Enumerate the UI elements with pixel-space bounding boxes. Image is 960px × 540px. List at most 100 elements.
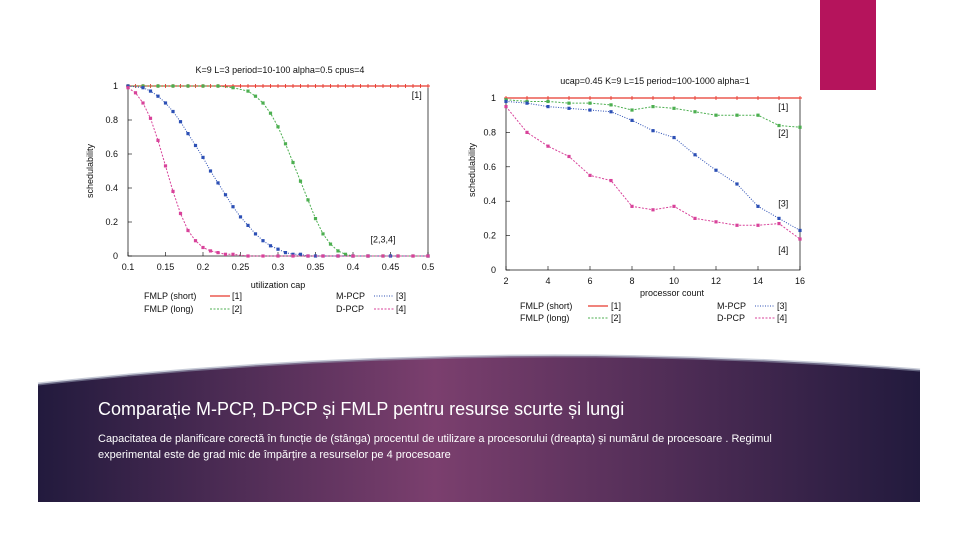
y-tick-label: 0.6	[105, 149, 118, 159]
data-point	[186, 228, 190, 233]
data-point	[231, 252, 235, 256]
legend-label-3: M-PCP	[336, 291, 365, 301]
data-point	[321, 254, 325, 258]
legend-label-4: D-PCP	[336, 304, 364, 314]
data-point	[358, 84, 363, 88]
accent-block	[820, 0, 876, 90]
data-point	[343, 84, 348, 88]
data-point	[504, 98, 508, 102]
data-point	[756, 113, 760, 117]
y-tick-labels: 0 0.2 0.4 0.6 0.8 1	[105, 81, 118, 261]
data-point	[321, 84, 325, 88]
data-point	[714, 113, 718, 117]
data-point	[126, 86, 130, 90]
data-point	[714, 220, 718, 224]
gridlines	[505, 97, 801, 271]
data-point	[630, 118, 634, 122]
legend-tag-4: [4]	[777, 313, 787, 323]
data-point	[693, 216, 697, 220]
data-point	[216, 251, 220, 255]
data-point	[525, 96, 529, 100]
data-point	[193, 143, 198, 148]
data-point	[651, 208, 655, 212]
data-point	[291, 254, 295, 258]
data-point	[246, 254, 250, 258]
data-point	[567, 154, 571, 159]
series-line-4	[127, 87, 428, 257]
data-point	[546, 105, 550, 109]
data-point	[193, 239, 198, 243]
data-point	[328, 242, 333, 246]
data-point	[351, 84, 355, 88]
data-point	[148, 116, 153, 120]
annotation-label: [1]	[778, 102, 788, 112]
annotations: [1] [2] [3] [4]	[778, 102, 788, 255]
legend-tag-1: [1]	[611, 301, 621, 311]
data-point	[411, 84, 415, 88]
banner-edge	[37, 354, 921, 386]
data-point	[777, 96, 781, 100]
data-point	[567, 96, 571, 100]
data-point	[201, 84, 205, 88]
annotation-label: [1]	[412, 90, 422, 100]
data-point	[546, 96, 550, 100]
data-point	[756, 204, 760, 208]
annotation-label: [2,3,4]	[370, 234, 395, 244]
data-point	[238, 84, 243, 88]
x-tick-label: 14	[753, 276, 763, 286]
data-point	[276, 247, 280, 251]
data-point	[276, 254, 280, 258]
data-point	[672, 135, 676, 140]
data-point	[381, 84, 385, 88]
data-point	[651, 105, 655, 109]
annotation-label: [2]	[778, 128, 788, 138]
y-tick-label: 0.6	[483, 162, 496, 172]
data-point	[208, 169, 213, 173]
y-axis-label: schedulability	[85, 143, 95, 198]
data-point	[268, 244, 273, 248]
data-point	[343, 252, 348, 256]
data-point	[630, 108, 634, 112]
data-point	[735, 182, 739, 186]
data-point	[253, 84, 258, 88]
data-point	[609, 178, 613, 183]
legend: FMLP (short) [1] FMLP (long) [2] M-PCP […	[520, 301, 787, 323]
data-point	[336, 249, 340, 253]
data-point	[714, 96, 718, 100]
data-point	[261, 254, 265, 258]
data-point	[313, 84, 318, 88]
legend-tag-4: [4]	[396, 304, 406, 314]
data-point	[253, 232, 258, 236]
legend-label-1: FMLP (short)	[144, 291, 196, 301]
x-axis-label: utilization cap	[251, 280, 306, 290]
data-point	[396, 254, 400, 258]
data-point	[141, 84, 145, 88]
data-point	[426, 84, 430, 88]
x-tick-label: 0.45	[382, 262, 400, 272]
data-point	[163, 164, 168, 168]
banner-shape	[38, 355, 920, 502]
data-point	[276, 84, 280, 88]
legend-tag-2: [2]	[611, 313, 621, 323]
data-point	[651, 129, 655, 133]
data-point	[306, 198, 310, 202]
x-tick-label: 16	[795, 276, 805, 286]
data-point	[672, 106, 676, 110]
data-point	[268, 111, 273, 115]
data-point	[313, 254, 318, 258]
data-point	[171, 189, 175, 193]
data-point	[546, 99, 550, 104]
y-axis-label: schedulability	[467, 142, 477, 197]
data-point	[567, 106, 571, 110]
data-point	[283, 251, 288, 255]
data-point	[216, 181, 220, 185]
slide-title: Comparație M-PCP, D-PCP și FMLP pentru r…	[98, 399, 625, 419]
data-point	[201, 155, 205, 159]
data-point	[171, 109, 175, 114]
chart-processor-count: ucap=0.45 K=9 L=15 period=100-1000 alpha…	[467, 76, 805, 323]
data-point	[396, 84, 400, 88]
x-tick-label: 12	[711, 276, 721, 286]
x-tick-label: 8	[629, 276, 634, 286]
data-point	[291, 84, 295, 88]
data-point	[178, 120, 183, 124]
